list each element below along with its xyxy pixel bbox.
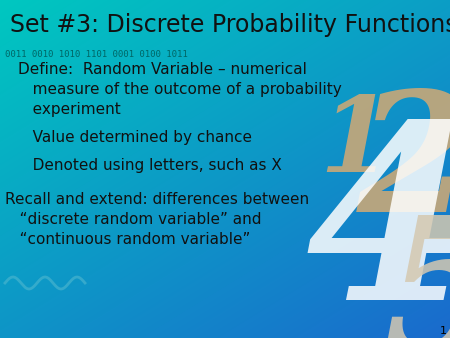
Text: 0011 0010 1010 1101 0001 0100 1011: 0011 0010 1010 1101 0001 0100 1011 [5,50,188,59]
Text: “discrete random variable” and: “discrete random variable” and [5,212,261,227]
Text: 5: 5 [383,209,450,338]
Text: Denoted using letters, such as X: Denoted using letters, such as X [18,158,282,173]
Text: 1: 1 [440,326,447,336]
Text: Recall and extend: differences between: Recall and extend: differences between [5,192,309,207]
Text: 4: 4 [306,115,450,338]
Text: Set #3: Discrete Probability Functions: Set #3: Discrete Probability Functions [10,13,450,37]
Text: 2: 2 [357,85,450,247]
Text: 1: 1 [319,92,391,194]
Text: Define:  Random Variable – numerical: Define: Random Variable – numerical [18,62,307,77]
Text: experiment: experiment [18,102,121,117]
Text: “continuous random variable”: “continuous random variable” [5,232,250,247]
Text: Value determined by chance: Value determined by chance [18,130,252,145]
Text: measure of the outcome of a probability: measure of the outcome of a probability [18,82,342,97]
